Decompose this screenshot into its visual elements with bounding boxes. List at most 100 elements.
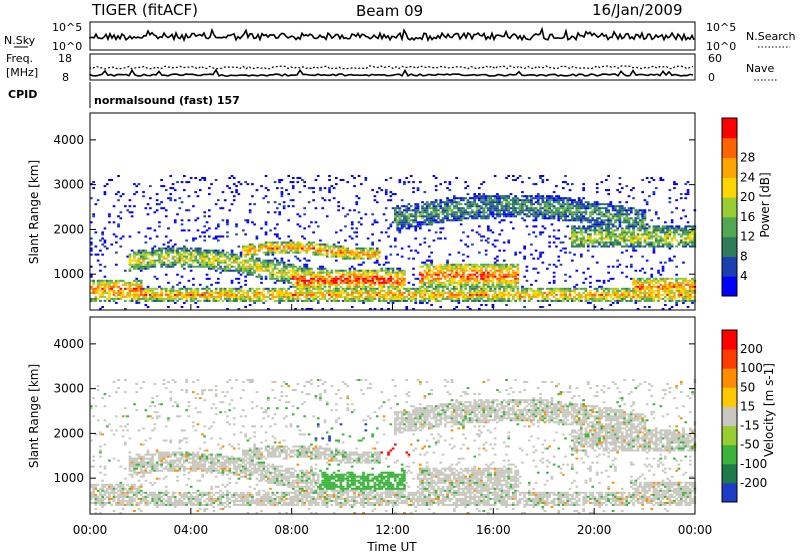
- heatmap-cell: [346, 296, 349, 298]
- heatmap-cell: [185, 181, 188, 183]
- heatmap-cell: [206, 274, 209, 276]
- heatmap-cell: [292, 252, 295, 254]
- heatmap-cell: [176, 262, 179, 264]
- heatmap-cell: [290, 244, 293, 246]
- heatmap-cell: [537, 272, 540, 274]
- noise-panel: N.Sky 10^5 10^0 10^5 10^0 N.Search: [4, 21, 796, 53]
- heatmap-cell: [414, 209, 417, 211]
- heatmap-cell: [262, 246, 265, 248]
- heatmap-cell: [512, 201, 515, 203]
- heatmap-cell: [625, 221, 628, 223]
- heatmap-cell: [414, 302, 417, 304]
- heatmap-cell: [197, 217, 200, 219]
- heatmap-cell: [342, 288, 345, 290]
- heatmap-cell: [312, 254, 315, 256]
- heatmap-cell: [387, 288, 390, 290]
- heatmap-cell: [467, 266, 470, 268]
- heatmap-cell: [501, 205, 504, 207]
- heatmap-cell: [612, 292, 615, 294]
- heatmap-cell: [292, 246, 295, 248]
- heatmap-cell: [308, 268, 311, 270]
- heatmap-cell: [163, 185, 166, 187]
- heatmap-cell: [306, 272, 309, 274]
- heatmap-cell: [321, 268, 324, 270]
- heatmap-cell: [591, 219, 594, 221]
- heatmap-cell: [560, 300, 563, 302]
- heatmap-cell: [335, 288, 338, 290]
- heatmap-cell: [349, 254, 352, 256]
- heatmap-cell: [546, 207, 549, 209]
- heatmap-cell: [439, 201, 442, 203]
- heatmap-cell: [573, 292, 576, 294]
- heatmap-cell: [156, 296, 159, 298]
- heatmap-cell: [365, 254, 368, 256]
- heatmap-cell: [283, 294, 286, 296]
- heatmap-cell: [240, 294, 243, 296]
- heatmap-cell: [458, 215, 461, 217]
- heatmap-cell: [149, 264, 152, 266]
- heatmap-cell: [471, 266, 474, 268]
- heatmap-cell: [442, 270, 445, 272]
- heatmap-cell: [133, 252, 136, 254]
- heatmap-cell: [585, 213, 588, 215]
- heatmap-cell: [576, 227, 579, 229]
- heatmap-cell: [183, 268, 186, 270]
- heatmap-cell: [326, 292, 329, 294]
- heatmap-cell: [172, 183, 175, 185]
- heatmap-cell: [610, 205, 613, 207]
- heatmap-cell: [235, 223, 238, 225]
- heatmap-cell: [632, 294, 635, 296]
- heatmap-cell: [471, 264, 474, 266]
- heatmap-cell: [385, 193, 388, 195]
- heatmap-cell: [247, 270, 250, 272]
- heatmap-cell: [435, 284, 438, 286]
- heatmap-cell: [362, 302, 365, 304]
- heatmap-cell: [351, 294, 354, 296]
- heatmap-cell: [301, 280, 304, 282]
- heatmap-cell: [451, 201, 454, 203]
- heatmap-cell: [453, 274, 456, 276]
- heatmap-cell: [460, 209, 463, 211]
- heatmap-cell: [281, 298, 284, 300]
- heatmap-cell: [487, 282, 490, 284]
- heatmap-cell: [467, 185, 470, 187]
- heatmap-cell: [635, 246, 638, 248]
- heatmap-cell: [371, 288, 374, 290]
- heatmap-cell: [539, 203, 542, 205]
- heatmap-cell: [537, 296, 540, 298]
- heatmap-cell: [503, 268, 506, 270]
- heatmap-cell: [228, 177, 231, 179]
- heatmap-cell: [297, 300, 300, 302]
- heatmap-cell: [623, 236, 626, 238]
- heatmap-cell: [521, 191, 524, 193]
- heatmap-cell: [419, 288, 422, 290]
- heatmap-cell: [576, 236, 579, 238]
- heatmap-cell: [417, 225, 420, 227]
- heatmap-cell: [108, 290, 111, 292]
- heatmap-cell: [523, 306, 526, 308]
- heatmap-cell: [526, 205, 529, 207]
- heatmap-cell: [421, 223, 424, 225]
- heatmap-cell: [476, 215, 479, 217]
- heatmap-cell: [635, 302, 638, 304]
- heatmap-cell: [145, 294, 148, 296]
- heatmap-cell: [197, 294, 200, 296]
- heatmap-cell: [569, 211, 572, 213]
- heatmap-cell: [417, 203, 420, 205]
- heatmap-cell: [628, 223, 631, 225]
- heatmap-cell: [453, 217, 456, 219]
- heatmap-cell: [462, 199, 465, 201]
- heatmap-cell: [349, 288, 352, 290]
- heatmap-cell: [367, 296, 370, 298]
- heatmap-cell: [512, 197, 515, 199]
- heatmap-cell: [240, 300, 243, 302]
- heatmap-cell: [403, 278, 406, 280]
- heatmap-cell: [612, 233, 615, 235]
- heatmap-cell: [169, 187, 172, 189]
- heatmap-cell: [435, 266, 438, 268]
- heatmap-cell: [630, 264, 633, 266]
- heatmap-cell: [319, 290, 322, 292]
- heatmap-cell: [349, 258, 352, 260]
- heatmap-cell: [539, 211, 542, 213]
- heatmap-cell: [401, 270, 404, 272]
